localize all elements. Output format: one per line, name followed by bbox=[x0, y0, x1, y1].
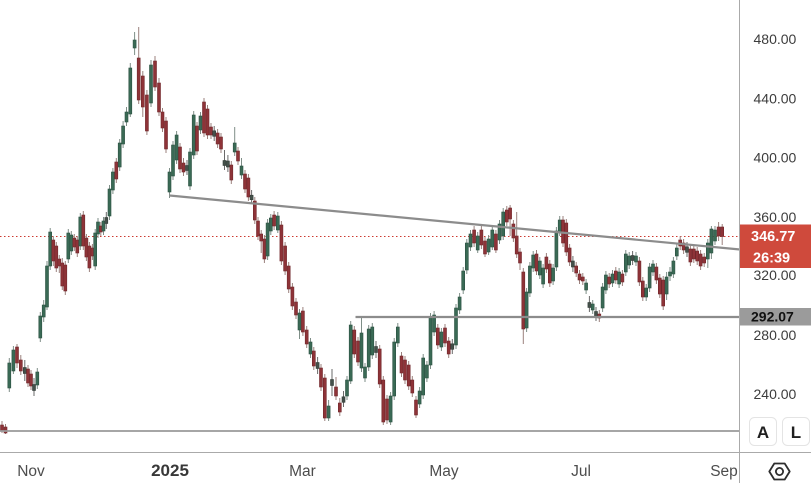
svg-text:Nov: Nov bbox=[17, 463, 45, 480]
svg-text:L: L bbox=[791, 423, 801, 442]
svg-text:A: A bbox=[757, 423, 769, 442]
svg-text:Mar: Mar bbox=[289, 463, 316, 480]
svg-text:292.07: 292.07 bbox=[751, 309, 794, 325]
svg-text:360.00: 360.00 bbox=[754, 209, 797, 225]
svg-text:Jul: Jul bbox=[571, 463, 591, 480]
svg-text:480.00: 480.00 bbox=[754, 31, 797, 47]
svg-text:240.00: 240.00 bbox=[754, 386, 797, 402]
svg-text:26:39: 26:39 bbox=[753, 251, 790, 267]
svg-text:Sep: Sep bbox=[710, 463, 738, 480]
svg-text:346.77: 346.77 bbox=[751, 229, 795, 245]
svg-text:May: May bbox=[429, 463, 459, 480]
svg-text:400.00: 400.00 bbox=[754, 149, 797, 165]
svg-text:280.00: 280.00 bbox=[754, 327, 797, 343]
svg-text:320.00: 320.00 bbox=[754, 267, 797, 283]
svg-text:440.00: 440.00 bbox=[754, 90, 797, 106]
svg-text:2025: 2025 bbox=[151, 461, 189, 480]
